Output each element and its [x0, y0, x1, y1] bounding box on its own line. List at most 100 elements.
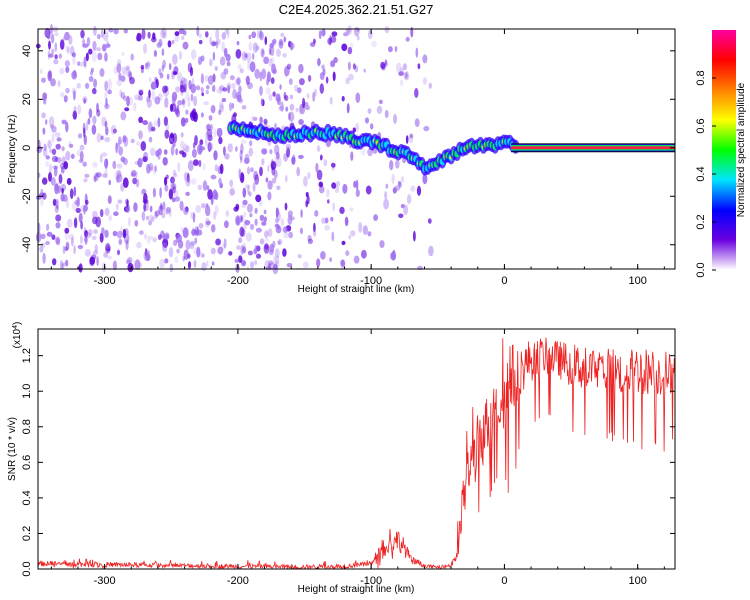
noise-blob [116, 63, 122, 74]
noise-blob [243, 211, 247, 218]
noise-blob [128, 70, 132, 78]
svg-text:-300: -300 [94, 275, 116, 287]
noise-blob [76, 196, 80, 207]
noise-blob [135, 171, 138, 179]
noise-blob [40, 196, 44, 207]
colorbar: 0.0 0.2 0.4 0.6 0.8 Normalized spectral ampl… [695, 30, 747, 278]
noise-blob [143, 202, 147, 212]
noise-blob [218, 109, 222, 116]
noise-blob [65, 241, 70, 251]
noise-blob [400, 176, 405, 183]
noise-blob [135, 141, 141, 146]
noise-blob [64, 246, 68, 252]
noise-blob [190, 93, 194, 102]
noise-blob [207, 134, 213, 142]
noise-blob [255, 227, 262, 233]
noise-blob [343, 32, 349, 37]
noise-blob [259, 85, 263, 96]
noise-blob [35, 232, 42, 243]
noise-blob [123, 28, 129, 34]
noise-blob [320, 251, 326, 260]
noise-blob [376, 105, 383, 114]
noise-blob [115, 203, 119, 211]
noise-blob [213, 150, 218, 161]
noise-blob [355, 179, 359, 191]
noise-blob [92, 250, 98, 256]
noise-blob [88, 76, 94, 82]
noise-blob [216, 38, 221, 46]
noise-blob [303, 101, 309, 107]
noise-blob [219, 163, 224, 175]
noise-blob [95, 216, 101, 228]
noise-blob [68, 233, 75, 240]
noise-blob [398, 213, 404, 219]
noise-blob [388, 46, 393, 53]
noise-blob [205, 220, 211, 226]
noise-blob [345, 28, 351, 33]
noise-blob [247, 61, 251, 71]
svg-text:0.8: 0.8 [21, 419, 33, 434]
noise-blob [390, 251, 397, 261]
noise-blob [259, 116, 263, 124]
noise-blob [78, 263, 83, 273]
noise-blob [92, 115, 97, 125]
svg-text:0: 0 [21, 145, 33, 151]
noise-blob [52, 165, 59, 170]
noise-blob [194, 237, 198, 244]
noise-blob [130, 53, 134, 61]
noise-blob [55, 237, 61, 246]
noise-blob [104, 158, 109, 169]
noise-blob [159, 202, 163, 211]
noise-blob [283, 232, 290, 239]
noise-blob [83, 204, 88, 212]
noise-blob [149, 235, 154, 240]
noise-blob [72, 55, 76, 66]
noise-blob [163, 116, 168, 126]
noise-blob [175, 196, 181, 202]
noise-blob [73, 105, 77, 112]
noise-blob [235, 49, 242, 59]
noise-blob [152, 237, 157, 243]
noise-blob [85, 82, 90, 89]
carrier-core [511, 146, 675, 150]
noise-blob [347, 46, 353, 55]
noise-blob [289, 103, 295, 111]
noise-blob [176, 233, 183, 243]
noise-blob [275, 208, 280, 217]
noise-blob [233, 112, 237, 118]
noise-blob [199, 139, 204, 146]
snr-xlabel: Height of straight line (km) [298, 584, 415, 595]
noise-blob [318, 30, 322, 40]
noise-blob [206, 203, 209, 208]
noise-blob [321, 64, 325, 70]
noise-blob [116, 230, 123, 239]
svg-text:0: 0 [501, 575, 507, 587]
noise-blob [124, 107, 130, 112]
noise-blob [162, 59, 167, 69]
noise-blob [73, 245, 76, 255]
noise-blob [248, 191, 252, 197]
noise-blob [330, 35, 337, 44]
noise-blob [331, 31, 338, 37]
y-tick: -20 [21, 188, 675, 204]
noise-blob [384, 59, 388, 66]
noise-blob [423, 125, 430, 132]
noise-blob [241, 139, 247, 144]
noise-blob [104, 120, 108, 128]
noise-blob [242, 242, 246, 251]
noise-blob [162, 238, 169, 248]
noise-blob [248, 147, 253, 157]
noise-blob [174, 34, 180, 42]
noise-blob [164, 176, 168, 186]
noise-blob [221, 97, 227, 103]
noise-blob [370, 123, 374, 130]
noise-blob [284, 66, 290, 77]
noise-blob [223, 47, 228, 58]
noise-blob [73, 217, 78, 229]
noise-blob [214, 66, 218, 71]
noise-blob [214, 204, 219, 215]
svg-text:(x104): (x104) [12, 322, 24, 349]
noise-blob [170, 145, 175, 156]
noise-blob [358, 222, 363, 233]
noise-blob [134, 259, 141, 271]
